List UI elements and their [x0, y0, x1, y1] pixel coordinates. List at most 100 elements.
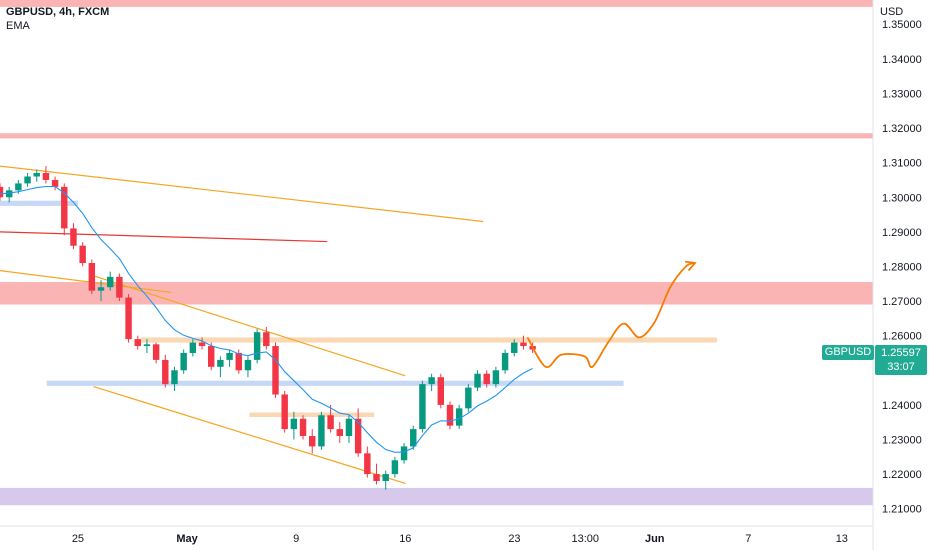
price-tick-label: 1.31000	[882, 158, 922, 170]
candle-body	[61, 186, 68, 229]
candle-body	[382, 474, 389, 482]
candle-body	[281, 394, 288, 430]
time-tick-label: 23	[508, 533, 520, 545]
projection-arrow-head	[684, 260, 697, 272]
candle-body	[492, 370, 500, 385]
time-axis: 25 May 9 16 23 13:00 Jun 7 13	[72, 533, 848, 545]
candle-body	[272, 346, 279, 395]
candle-body	[189, 342, 197, 353]
candle-body	[198, 342, 206, 347]
time-tick-label: May	[176, 533, 198, 545]
candle-body	[336, 429, 343, 437]
candle-body	[116, 276, 123, 298]
time-tick-label: 9	[293, 533, 299, 545]
last-price-badge: 1.25597 33:07	[875, 345, 927, 375]
price-tick-label: 1.32000	[882, 123, 922, 135]
candle-body	[88, 263, 96, 291]
price-tick-label: 1.26000	[882, 331, 922, 343]
price-tick-label: 1.21000	[882, 504, 922, 516]
candle-body	[226, 352, 233, 360]
candle-body	[24, 176, 31, 184]
candle-body	[70, 228, 77, 246]
zone-level-5[interactable]	[46, 380, 624, 386]
candle-body	[455, 408, 463, 426]
trendline-2[interactable]	[0, 270, 172, 294]
time-tick-label: 7	[745, 533, 751, 545]
candle-body	[208, 346, 215, 367]
candle-body	[106, 276, 114, 288]
zone-resistance-2[interactable]	[0, 282, 873, 305]
candle-body	[143, 344, 151, 347]
chart-legend: GBPUSD, 4h, FXCM EMA	[6, 5, 109, 33]
symbol-title[interactable]: GBPUSD, 4h, FXCM	[6, 6, 110, 18]
zone-level-7[interactable]	[249, 412, 375, 417]
time-tick-label: Jun	[645, 533, 665, 545]
price-tick-label: 1.30000	[882, 192, 922, 204]
bar-countdown: 33:07	[887, 361, 915, 373]
candle-body	[400, 446, 408, 461]
candle-body	[180, 352, 187, 371]
price-axis: 1.35000 1.34000 1.33000 1.32000 1.31000 1.300…	[882, 19, 922, 515]
symbol-badge: GBPUSD	[822, 345, 874, 360]
candle-body	[0, 186, 4, 198]
candle-body	[501, 352, 509, 371]
price-tick-label: 1.22000	[882, 469, 922, 481]
candle-body	[318, 415, 325, 447]
candle-body	[520, 342, 527, 347]
trendline-1[interactable]	[0, 231, 328, 243]
candle-body	[309, 436, 316, 447]
candle-body	[483, 373, 490, 385]
price-tick-label: 1.28000	[882, 261, 922, 273]
last-price: 1.25597	[881, 347, 921, 359]
candle-body	[364, 453, 371, 475]
zone-level-6[interactable]	[0, 200, 78, 206]
candle-body	[51, 179, 59, 187]
candle-body	[5, 190, 13, 198]
price-tick-label: 1.33000	[882, 88, 922, 100]
candle-body	[134, 339, 141, 347]
candle-body	[290, 418, 298, 430]
indicator-label[interactable]: EMA	[6, 20, 30, 32]
candle-body	[373, 474, 380, 482]
candle-body	[511, 342, 518, 353]
candle-body	[217, 359, 224, 367]
price-tick-label: 1.24000	[882, 400, 922, 412]
candle-body	[263, 332, 270, 347]
candle-body	[152, 344, 160, 360]
candle-body	[253, 332, 261, 360]
zone-resistance-0[interactable]	[0, 0, 873, 7]
candle-body	[354, 418, 362, 454]
candle-body	[465, 387, 472, 409]
zone-level-4[interactable]	[140, 337, 718, 343]
candle-body	[446, 404, 454, 426]
trendline-3[interactable]	[93, 275, 406, 377]
candle-body	[162, 359, 169, 385]
candle-body	[419, 384, 426, 430]
time-tick-label: 13:00	[571, 533, 599, 545]
candle-body	[428, 377, 435, 385]
candle-body	[410, 429, 417, 447]
candle-body	[345, 418, 353, 437]
candle-body	[391, 460, 399, 475]
currency-label: USD	[880, 6, 903, 18]
ema-line	[0, 185, 533, 453]
candle-body	[299, 418, 307, 437]
zone-resistance-1[interactable]	[0, 133, 873, 139]
projection-path	[526, 262, 696, 369]
candle-body	[42, 173, 50, 180]
trendline-4[interactable]	[93, 385, 406, 485]
time-tick-label: 13	[836, 533, 848, 545]
candle-body	[171, 370, 178, 385]
candle-body	[97, 287, 105, 291]
candle-body	[125, 297, 132, 340]
trendline-0[interactable]	[0, 165, 484, 223]
trendlines	[0, 165, 484, 485]
price-tick-label: 1.23000	[882, 434, 922, 446]
candle-body	[437, 377, 445, 405]
zone-demand-3[interactable]	[0, 487, 873, 506]
candle-body	[79, 245, 86, 263]
time-tick-label: 16	[399, 533, 411, 545]
candle-body	[327, 415, 334, 430]
price-tick-label: 1.34000	[882, 54, 922, 66]
